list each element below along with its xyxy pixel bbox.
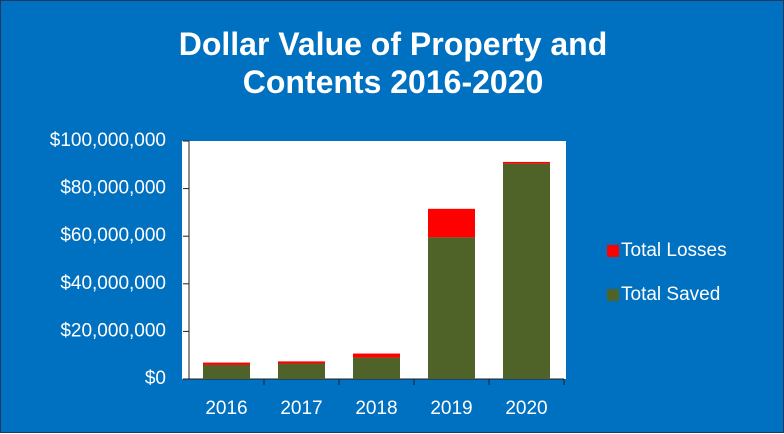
- bar-segment: [428, 208, 475, 238]
- y-tick-label: $100,000,000: [50, 130, 166, 151]
- legend-swatch: [607, 245, 619, 257]
- bar-segment: [428, 237, 475, 379]
- bar-segment: [278, 363, 325, 379]
- x-tick-label: 2017: [280, 398, 322, 419]
- y-tick-label: $60,000,000: [60, 225, 166, 246]
- y-tick-label: $0: [145, 368, 166, 389]
- legend-swatch: [607, 289, 619, 301]
- x-tick-label: 2018: [355, 398, 397, 419]
- x-tick-label: 2020: [505, 398, 547, 419]
- bar-segment: [278, 361, 325, 364]
- bar-segment: [503, 161, 550, 164]
- bar-segment: [353, 357, 400, 379]
- y-tick-label: $40,000,000: [60, 273, 166, 294]
- legend-label: Total Saved: [621, 284, 720, 305]
- bar-segment: [503, 163, 550, 379]
- bar-segment: [203, 364, 250, 379]
- x-tick-label: 2019: [430, 398, 472, 419]
- y-tick-label: $20,000,000: [60, 320, 166, 341]
- x-tick-label: 2016: [205, 398, 247, 419]
- plot-area: [182, 141, 566, 379]
- bar-segment: [203, 362, 250, 365]
- y-tick-label: $80,000,000: [60, 178, 166, 199]
- bar-segment: [353, 353, 400, 358]
- chart-title: Dollar Value of Property and Contents 20…: [178, 26, 608, 100]
- legend-label: Total Losses: [621, 240, 727, 261]
